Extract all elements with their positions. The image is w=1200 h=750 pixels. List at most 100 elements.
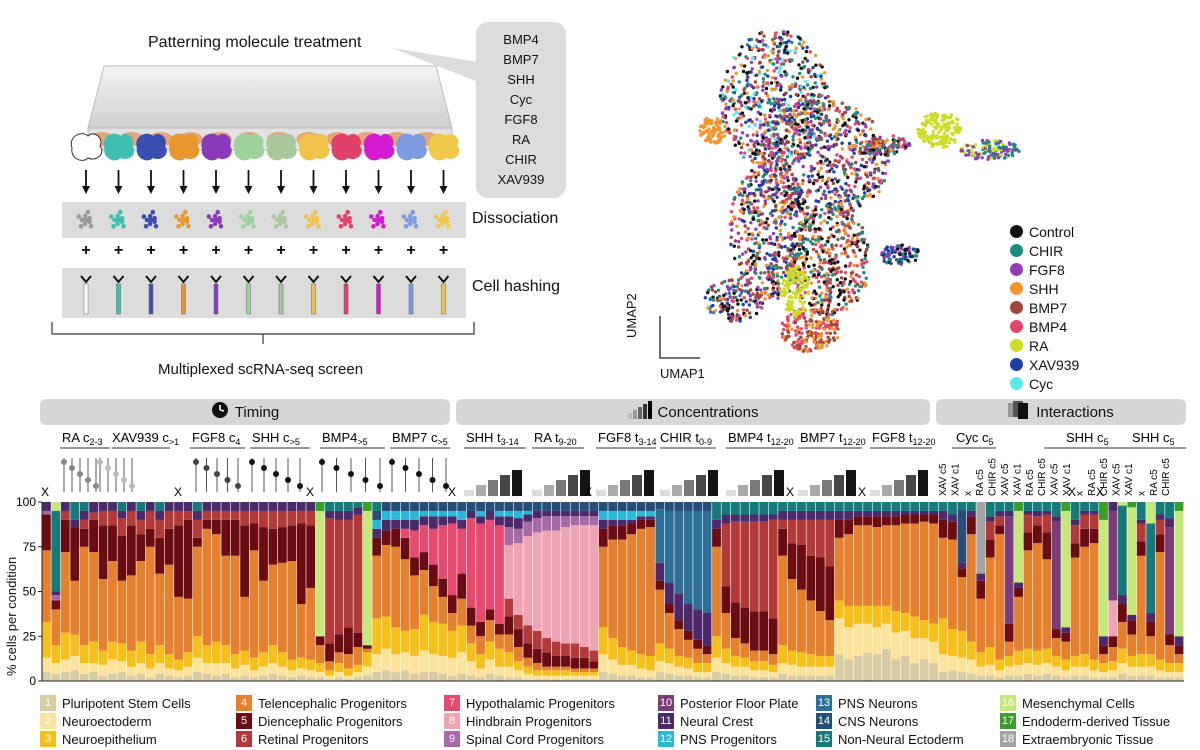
bar-segment [825,655,835,667]
bar-segment [438,673,448,681]
legend-dot-icon [1010,339,1023,352]
umap-point [787,164,791,169]
bar-segment [589,516,599,526]
umap-point [751,217,756,221]
bar-segment [957,502,967,510]
umap-point [800,111,805,116]
umap-point [812,273,816,278]
bar-segment [98,510,108,526]
umap-point [764,220,768,225]
cell-dot [372,217,377,223]
umap-point [749,191,754,196]
bar-segment [372,672,382,681]
bar-segment [155,645,165,664]
umap-point [854,111,858,115]
umap-point [812,303,816,307]
umap-point [749,179,753,183]
umap-point [859,262,864,266]
umap-point [881,143,885,147]
umap-point [751,56,755,61]
umap-point [769,163,773,168]
umap-point [819,310,823,314]
timing-dot [77,471,83,477]
cell-dot [147,221,153,227]
bar-segment [202,502,212,511]
bar-segment [372,555,382,619]
umap-point [816,346,821,350]
bar-segment [202,645,212,664]
bar-segment [948,514,957,522]
interaction-label: x [1136,491,1147,496]
umap-point [798,112,802,117]
umap-point [808,153,812,157]
timing-dot [362,477,369,483]
timing-dot [443,483,449,489]
plus-sign: + [114,242,123,259]
bar-segment [730,502,740,515]
concentration-bar [476,485,486,496]
bar-segment [447,657,457,676]
umap-point [741,187,745,191]
umap-point [778,148,782,152]
umap-point [706,136,710,140]
umap-point [851,196,855,201]
bar-segment [985,557,995,647]
hashing-band [62,268,466,318]
bar-segment [428,586,438,622]
bar-segment [693,639,703,649]
umap-point [879,178,883,182]
umap-point [998,153,1003,157]
bar-segment [381,502,391,511]
bar-segment [815,557,825,612]
bar-segment [108,673,117,681]
umap-point [820,208,824,212]
umap-point [739,276,743,280]
bar-segment [570,657,580,669]
cell-dot [117,209,123,215]
cell-dot [180,213,185,219]
umap-point [787,194,791,198]
umap-point [789,259,794,264]
umap-point [746,197,750,201]
bar-segment [674,510,684,594]
bar-segment [438,516,448,526]
legend-swatch: 8 [444,713,460,729]
bar-segment [646,527,655,656]
bar-segment [523,514,533,522]
bar-segment [504,666,514,678]
organoid-blob [70,133,103,161]
bar-segment [42,672,51,681]
umap-point [816,74,820,78]
umap-point [766,293,771,297]
group-label-bmp4-c: BMP4>5 [322,430,368,447]
umap-point [732,244,736,248]
bar-segment [532,510,542,519]
bar-segment [693,502,703,511]
umap-point [833,331,837,335]
umap-point [801,311,806,316]
umap-point [837,209,841,213]
umap-point [747,124,751,128]
umap-point [737,239,741,244]
bar-segment [636,519,646,529]
bar-segment [872,627,882,655]
legend-dot-icon [1010,225,1023,238]
bar-segment [344,519,353,628]
cell-dot [238,214,244,219]
umap-point [763,190,767,194]
umap-point [856,195,860,199]
umap-point [757,244,762,248]
bar-segment [1117,502,1127,506]
umap-point [889,148,894,152]
umap-point [782,150,786,155]
bar-segment [325,661,334,671]
bar-segment [466,607,476,626]
umap-point [770,76,775,80]
umap-point [754,85,759,89]
bar-segment [174,502,183,511]
umap-point [764,137,768,142]
antibody-icon [210,275,222,284]
bar-segment [1108,510,1118,601]
bar-segment [891,510,901,517]
umap-point [877,150,882,155]
